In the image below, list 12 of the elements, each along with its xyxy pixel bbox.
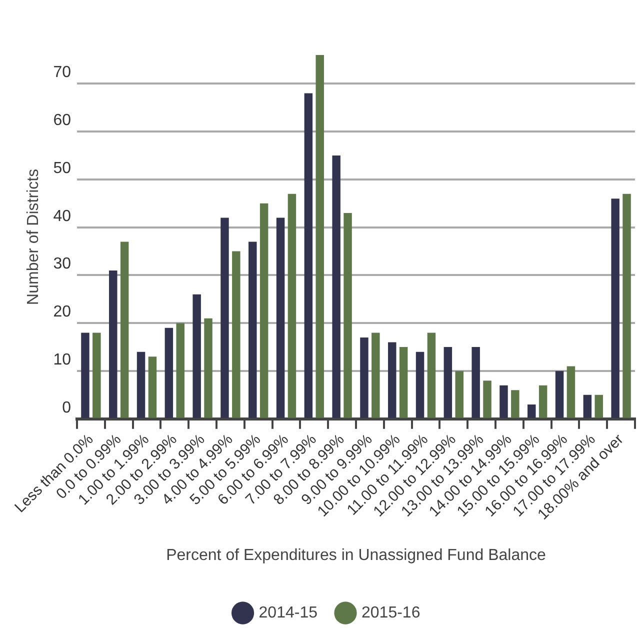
y-tick-label: 0 <box>62 399 72 416</box>
legend-label: 2014-15 <box>258 604 318 622</box>
y-tick-label: 60 <box>53 112 72 130</box>
y-tick-label: 30 <box>53 256 72 273</box>
y-tick-label: 50 <box>53 160 72 177</box>
y-tick-label: 10 <box>53 351 72 368</box>
y-axis-title: Number of Districts <box>25 168 42 305</box>
legend-label: 2015-16 <box>362 604 420 622</box>
x-axis-title: Percent of Expenditures in Unassigned Fund Balance <box>166 546 546 564</box>
y-tick-label: 20 <box>53 304 72 321</box>
y-tick-label: 70 <box>53 64 72 82</box>
y-tick-label: 40 <box>53 208 72 225</box>
